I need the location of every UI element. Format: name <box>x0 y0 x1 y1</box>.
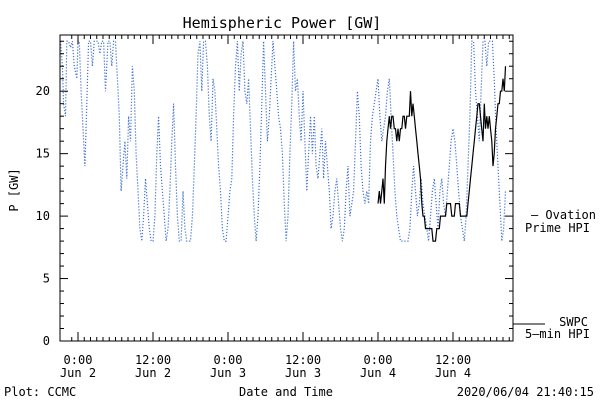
x-tick-label-time-5: 12:00 <box>435 353 471 367</box>
legend-swpc: SWPC 5—min HPI <box>513 315 590 341</box>
legend-ovation-label-line1: — Ovation <box>531 208 596 222</box>
x-tick-label-date-2: Jun 3 <box>210 366 246 380</box>
x-tick-label-time-1: 12:00 <box>135 353 171 367</box>
series-ovation-group <box>60 40 507 242</box>
series-swpc-line <box>377 66 507 242</box>
x-tick-label-time-2: 0:00 <box>214 353 243 367</box>
plot-frame <box>59 34 514 342</box>
y-tick-label: 0 <box>43 334 50 348</box>
series-swpc-group <box>377 66 507 242</box>
y-tick-label: 15 <box>36 147 50 161</box>
y-axis-ticks: 0 5 10 15 20 <box>36 40 513 348</box>
x-axis-label: Date and Time <box>239 385 333 399</box>
chart-title: Hemispheric Power [GW] <box>183 14 382 32</box>
y-tick-label: 10 <box>36 209 50 223</box>
legend-swpc-label-line1: SWPC <box>559 315 588 329</box>
y-axis-label: P [GW] <box>7 168 21 211</box>
y-tick-label: 20 <box>36 84 50 98</box>
x-tick-label-time-0: 0:00 <box>64 353 93 367</box>
x-tick-label-date-5: Jun 4 <box>435 366 471 380</box>
footer-timestamp: 2020/06/04 21:40:15 <box>457 385 594 399</box>
footer-source: Plot: CCMC <box>4 385 76 399</box>
series-ovation-line <box>60 40 507 242</box>
legend-ovation: — Ovation Prime HPI <box>525 208 596 235</box>
x-tick-label-time-3: 12:00 <box>285 353 321 367</box>
x-tick-label-date-0: Jun 2 <box>60 366 96 380</box>
y-tick-label: 5 <box>43 272 50 286</box>
x-tick-label-date-4: Jun 4 <box>360 366 396 380</box>
x-tick-label-date-1: Jun 2 <box>135 366 171 380</box>
x-tick-label-date-3: Jun 3 <box>285 366 321 380</box>
x-tick-label-time-4: 0:00 <box>364 353 393 367</box>
legend-ovation-label-line2: Prime HPI <box>525 221 590 235</box>
legend-swpc-label-line2: 5—min HPI <box>525 327 590 341</box>
